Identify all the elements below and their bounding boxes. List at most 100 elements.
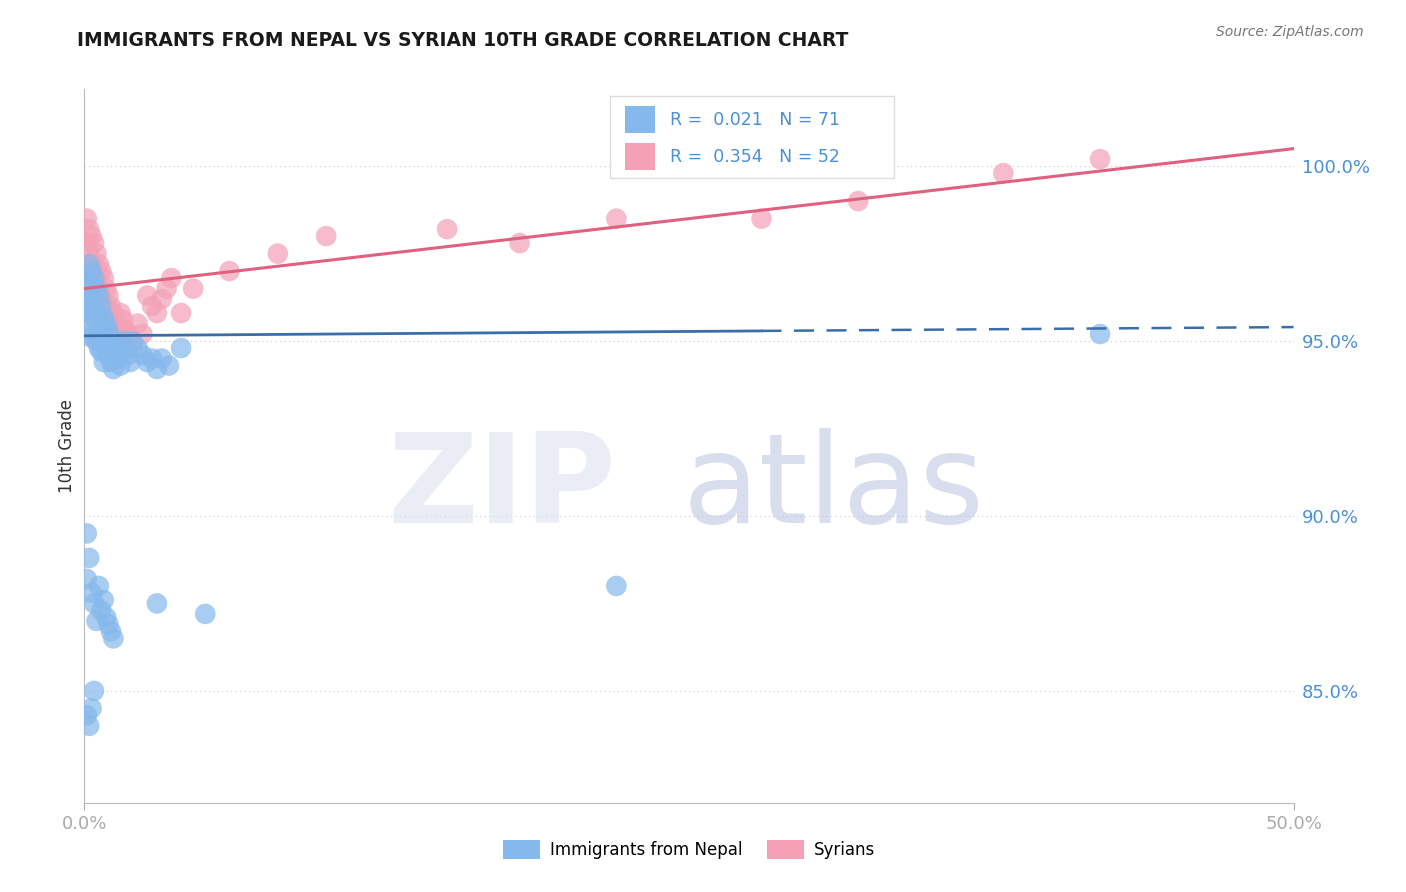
Point [87,313,110,327]
Point [110,306,132,320]
Point [509,236,531,251]
Point [77,719,100,733]
Point [146,596,169,610]
Point [77,222,100,236]
Point [94,610,117,624]
Point [93,310,115,324]
Text: R =  0.021   N = 71: R = 0.021 N = 71 [669,111,839,128]
Point [100,355,122,369]
Point [103,362,125,376]
Point [76,572,98,586]
Point [94,282,117,296]
Point [80,288,103,302]
Point [155,282,177,296]
Point [80,586,103,600]
Point [80,257,103,271]
Point [605,579,627,593]
Point [94,306,117,320]
Point [131,348,153,362]
Point [103,337,125,351]
Point [93,299,115,313]
Point [97,313,120,327]
Point [104,317,127,331]
Point [83,684,105,698]
Point [131,327,153,342]
Point [104,344,127,359]
Point [77,246,100,260]
Point [83,596,105,610]
Point [76,292,98,306]
Point [76,526,98,541]
FancyBboxPatch shape [624,106,655,133]
Point [112,334,135,348]
Point [146,362,169,376]
Point [127,341,149,355]
Point [77,550,100,565]
Point [97,617,120,632]
Point [86,306,108,320]
Point [90,344,112,359]
Point [87,579,110,593]
Point [77,306,100,320]
Point [94,317,117,331]
Point [107,351,129,366]
Point [117,327,139,342]
Point [90,603,112,617]
Point [107,324,129,338]
Point [120,355,142,369]
Point [117,348,139,362]
Point [846,194,869,208]
Point [97,288,120,302]
Point [1088,327,1111,342]
Point [993,166,1015,180]
Point [83,299,105,313]
Point [83,271,105,285]
Point [146,306,169,320]
FancyBboxPatch shape [610,96,894,178]
Point [120,334,142,348]
Point [110,359,132,373]
Point [87,282,110,296]
Point [77,327,100,342]
Text: ZIP: ZIP [388,428,616,549]
Point [86,246,108,260]
Point [87,341,110,355]
Point [76,708,98,723]
Point [141,299,163,313]
Y-axis label: 10th Grade: 10th Grade [58,399,76,493]
Point [93,330,115,344]
Point [100,624,122,639]
Point [76,211,98,226]
Point [83,264,105,278]
FancyBboxPatch shape [624,143,655,170]
Point [136,288,159,302]
Point [136,355,159,369]
Point [97,324,120,338]
Point [83,236,105,251]
Point [80,330,103,344]
Point [97,348,120,362]
Point [80,701,103,715]
Point [80,229,103,244]
Point [77,257,100,271]
Point [90,299,112,313]
Point [114,341,136,355]
Point [80,264,103,278]
Point [87,288,110,302]
Point [94,341,117,355]
Point [315,229,337,244]
Point [751,211,773,226]
Point [100,330,122,344]
Point [267,246,290,260]
Point [76,236,98,251]
Point [80,310,103,324]
Point [112,313,135,327]
Legend: Immigrants from Nepal, Syrians: Immigrants from Nepal, Syrians [496,833,882,866]
Point [77,282,100,296]
Point [90,320,112,334]
Point [83,324,105,338]
Point [93,355,115,369]
Point [194,607,217,621]
Point [80,282,103,296]
Point [127,317,149,331]
